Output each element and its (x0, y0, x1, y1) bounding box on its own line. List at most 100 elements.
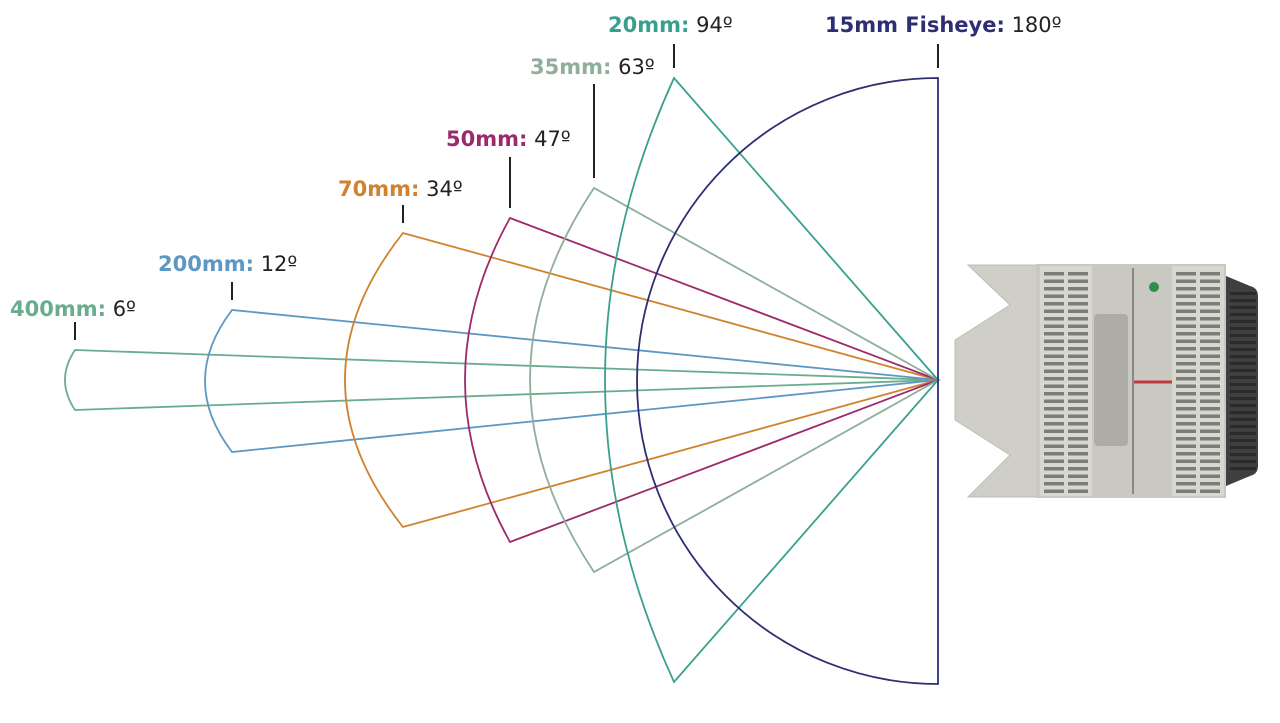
rib (1068, 369, 1088, 373)
view-angle: 180º (1012, 13, 1062, 37)
rib (1200, 279, 1220, 283)
rib (1200, 347, 1220, 351)
rib (1068, 467, 1088, 471)
grip-rib (1230, 425, 1256, 428)
focal-length: 50mm: (446, 127, 527, 151)
rib (1176, 332, 1196, 336)
rib (1176, 354, 1196, 358)
rib (1200, 437, 1220, 441)
rib (1176, 324, 1196, 328)
grip-rib (1230, 439, 1256, 442)
rib (1200, 422, 1220, 426)
rib (1200, 444, 1220, 448)
cone-outline (464, 216, 941, 544)
rib (1068, 422, 1088, 426)
lens-label: 400mm: 6º (10, 297, 136, 321)
rib (1068, 414, 1088, 418)
cone-outline (529, 186, 940, 574)
rib (1176, 467, 1196, 471)
rib (1068, 407, 1088, 411)
rib (1176, 384, 1196, 388)
view-angle: 12º (261, 252, 298, 276)
rib (1068, 332, 1088, 336)
rib (1200, 407, 1220, 411)
rib (1200, 369, 1220, 373)
rib (1044, 407, 1064, 411)
rib (1200, 294, 1220, 298)
rib (1200, 354, 1220, 358)
focal-length: 200mm: (158, 252, 254, 276)
rib (1068, 377, 1088, 381)
rib (1200, 287, 1220, 291)
rib (1068, 392, 1088, 396)
rib (1176, 444, 1196, 448)
rib (1044, 384, 1064, 388)
rib (1044, 317, 1064, 321)
rib (1200, 482, 1220, 486)
cone-outline (636, 77, 939, 685)
lens-cone: 15mm Fisheye: 180º (636, 13, 1062, 685)
rib (1200, 429, 1220, 433)
rib (1200, 452, 1220, 456)
rib (1176, 474, 1196, 478)
grip-rib (1230, 306, 1256, 309)
rib (1200, 467, 1220, 471)
grip-rib (1230, 460, 1256, 463)
lens-label: 35mm: 63º (530, 55, 655, 79)
cone-outline (64, 349, 939, 411)
lens-cone: 70mm: 34º (338, 177, 942, 529)
grip-rib (1230, 446, 1256, 449)
lens-cone: 35mm: 63º (529, 55, 940, 574)
rib (1044, 422, 1064, 426)
lens-label: 70mm: 34º (338, 177, 463, 201)
lens-ribs (1044, 272, 1256, 493)
grip-rib (1230, 383, 1256, 386)
rib (1068, 347, 1088, 351)
rib (1176, 377, 1196, 381)
rib (1176, 422, 1196, 426)
rib (1044, 429, 1064, 433)
view-angle: 34º (426, 177, 463, 201)
rib (1044, 414, 1064, 418)
rib (1068, 294, 1088, 298)
rib (1044, 354, 1064, 358)
rib (1200, 324, 1220, 328)
focal-length: 15mm Fisheye: (825, 13, 1005, 37)
rib (1044, 489, 1064, 493)
grip-rib (1230, 341, 1256, 344)
rib (1176, 429, 1196, 433)
rib (1176, 279, 1196, 283)
grip-rib (1230, 467, 1256, 470)
spacer (106, 297, 113, 321)
rib (1044, 339, 1064, 343)
view-angle: 47º (534, 127, 571, 151)
rib (1044, 309, 1064, 313)
rib (1068, 339, 1088, 343)
spacer (527, 127, 534, 151)
rib (1044, 347, 1064, 351)
rib (1068, 324, 1088, 328)
rib (1176, 392, 1196, 396)
rib (1200, 377, 1220, 381)
spacer (254, 252, 261, 276)
cone-outline (204, 309, 939, 453)
rib (1068, 309, 1088, 313)
view-angle: 94º (696, 13, 733, 37)
rib (1068, 279, 1088, 283)
rib (1068, 399, 1088, 403)
rib (1044, 362, 1064, 366)
rib (1176, 317, 1196, 321)
cone-outline (344, 231, 942, 529)
spacer (1005, 13, 1012, 37)
grip-rib (1230, 432, 1256, 435)
rib (1044, 332, 1064, 336)
focal-length: 70mm: (338, 177, 419, 201)
rib (1176, 437, 1196, 441)
view-angle: 6º (113, 297, 136, 321)
focal-length: 400mm: (10, 297, 106, 321)
rib (1068, 474, 1088, 478)
grip-rib (1230, 313, 1256, 316)
rib (1044, 392, 1064, 396)
rib (1068, 302, 1088, 306)
